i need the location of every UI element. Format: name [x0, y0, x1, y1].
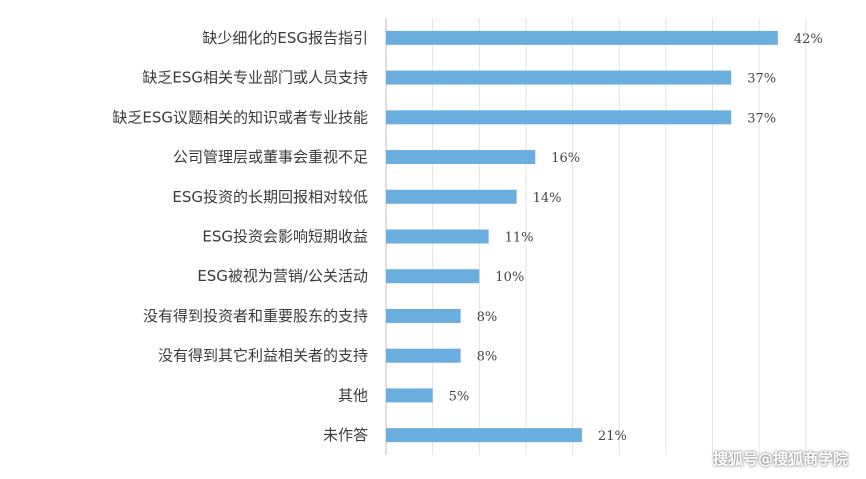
- bar: [386, 308, 461, 323]
- data-label: 42%: [794, 32, 823, 47]
- data-label: 5%: [449, 389, 470, 404]
- bar: [386, 110, 732, 125]
- bar: [386, 269, 480, 284]
- bar: [386, 150, 536, 165]
- data-label: 37%: [747, 72, 776, 87]
- category-labels: 缺少细化的ESG报告指引缺乏ESG相关专业部门或人员支持缺乏ESG议题相关的知识…: [112, 29, 368, 444]
- value-labels: 42% 37% 37% 16% 14% 11% 10% 8% 8% 5% 21%: [449, 32, 823, 444]
- data-label: 8%: [477, 310, 498, 325]
- category-label: 缺少细化的ESG报告指引: [202, 29, 368, 47]
- category-label: 缺乏ESG相关专业部门或人员支持: [142, 69, 368, 87]
- data-label: 16%: [551, 151, 580, 166]
- bar: [386, 428, 582, 443]
- gridlines: [385, 18, 807, 455]
- bar: [386, 30, 778, 45]
- category-label: ESG投资会影响短期收益: [202, 228, 368, 246]
- category-label: ESG投资的长期回报相对较低: [172, 188, 368, 206]
- bar: [386, 189, 517, 204]
- category-label: 缺乏ESG议题相关的知识或者专业技能: [112, 108, 368, 126]
- data-label: 10%: [495, 270, 524, 285]
- bar: [386, 70, 732, 85]
- data-label: 21%: [598, 429, 627, 444]
- category-label: 未作答: [323, 426, 368, 444]
- bar: [386, 229, 489, 244]
- category-label: 没有得到投资者和重要股东的支持: [143, 307, 368, 325]
- data-label: 14%: [533, 191, 562, 206]
- watermark: 搜狐号@搜狐商学院: [712, 450, 848, 468]
- bars: [386, 30, 778, 443]
- data-label: 11%: [505, 231, 534, 246]
- data-label: 8%: [477, 350, 498, 365]
- category-label: 没有得到其它利益相关者的支持: [158, 347, 368, 365]
- category-label: 公司管理层或董事会重视不足: [173, 148, 368, 166]
- category-label: 其他: [338, 386, 368, 404]
- bar: [386, 388, 433, 403]
- category-label: ESG被视为营销/公关活动: [197, 267, 368, 285]
- data-label: 37%: [747, 111, 776, 126]
- bar: [386, 348, 461, 363]
